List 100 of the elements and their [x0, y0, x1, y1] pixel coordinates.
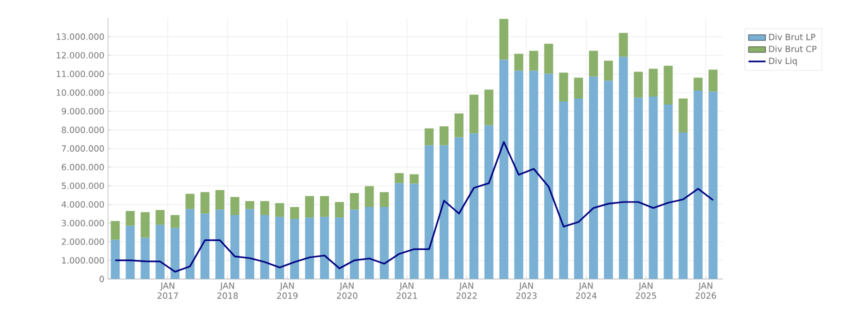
bar [260, 201, 270, 216]
bar [200, 192, 210, 214]
bar [410, 174, 419, 184]
bar [574, 98, 584, 279]
bar [499, 60, 508, 279]
bar [678, 98, 688, 132]
y-tick-label: 10.000.000 [56, 89, 104, 96]
bar [648, 96, 658, 279]
bar [394, 173, 404, 184]
bar [110, 221, 120, 240]
bar [364, 207, 374, 279]
bar [618, 56, 628, 279]
y-tick-label: 2.000.000 [62, 238, 104, 245]
bar [186, 209, 194, 279]
bar [604, 80, 613, 279]
bar [634, 98, 643, 279]
bar [469, 94, 478, 134]
x-tick-label: JAN 2019 [277, 282, 298, 299]
bar [334, 218, 344, 279]
bar [664, 104, 673, 279]
bar [514, 54, 524, 71]
bar [529, 70, 538, 279]
bar [275, 203, 284, 217]
bar [694, 78, 703, 91]
bar [589, 76, 598, 279]
bar [618, 32, 628, 57]
bar [484, 90, 494, 126]
x-tick-label: JAN 2020 [336, 282, 358, 299]
bar [290, 207, 300, 219]
bar [170, 228, 180, 279]
bar [156, 210, 165, 225]
bar [230, 196, 240, 216]
y-tick-label: 3.000.000 [62, 220, 104, 226]
bar [380, 192, 389, 208]
bar [320, 216, 329, 279]
bar [215, 210, 224, 279]
bar [589, 50, 598, 77]
y-tick-label: 9.000.000 [62, 108, 104, 114]
bar [499, 18, 508, 60]
bar [156, 224, 165, 279]
bar [110, 240, 120, 279]
bar [574, 78, 584, 99]
bar [440, 126, 449, 146]
x-tick-label: JAN 2024 [576, 282, 597, 299]
bar [260, 215, 270, 279]
x-tick-label: JAN 2017 [158, 282, 178, 299]
y-tick-label: 6.000.000 [62, 164, 104, 170]
bar [634, 72, 643, 98]
x-tick-label: JAN 2022 [456, 282, 477, 299]
line-series [114, 141, 714, 273]
x-tick-label: JAN 2018 [217, 282, 238, 299]
y-tick-label: 11.000.000 [56, 70, 104, 78]
y-tick-label: 8.000.000 [62, 126, 104, 134]
bar [694, 90, 703, 279]
bar [648, 68, 658, 96]
legend-label: Div Brut CP [769, 46, 816, 52]
bar [305, 218, 314, 279]
y-tick-label: 7.000.000 [62, 145, 104, 152]
bar [364, 186, 374, 208]
y-tick-label: 5.000.000 [62, 182, 104, 190]
bar [215, 190, 224, 210]
y-tick-label: 0 [100, 276, 104, 282]
bar [320, 196, 329, 217]
bar [394, 183, 404, 279]
bar [140, 212, 150, 238]
bar [544, 44, 554, 74]
bar [380, 207, 389, 279]
bar [484, 125, 494, 279]
y-tick-label: 4.000.000 [62, 201, 104, 208]
bar [170, 215, 180, 228]
y-tick-label: 12.000.000 [56, 52, 104, 58]
legend-label: Div Brut LP [769, 34, 816, 40]
legend-label: Div Liq [769, 58, 797, 66]
bar [514, 70, 524, 279]
bar [245, 201, 254, 210]
bar [350, 193, 359, 210]
bar [708, 70, 718, 92]
bar [334, 202, 344, 218]
bar [529, 50, 538, 71]
x-tick-label: JAN 2026 [696, 282, 716, 299]
bar [454, 137, 464, 279]
bar [350, 210, 359, 279]
bar [140, 238, 150, 279]
bar [559, 102, 568, 279]
bar [424, 128, 434, 146]
bar [544, 74, 554, 279]
x-tick-label: JAN 2021 [396, 282, 417, 299]
bar [664, 66, 673, 104]
bar [454, 113, 464, 138]
bar [305, 196, 314, 218]
bar [200, 214, 210, 279]
y-tick-label: 13.000.000 [56, 33, 104, 40]
bar [440, 145, 449, 279]
bar [186, 194, 194, 210]
bar [245, 209, 254, 279]
bar [126, 210, 135, 226]
bar [230, 215, 240, 279]
bar [708, 92, 718, 279]
x-tick-label: JAN 2023 [516, 282, 537, 299]
bar [559, 72, 568, 102]
